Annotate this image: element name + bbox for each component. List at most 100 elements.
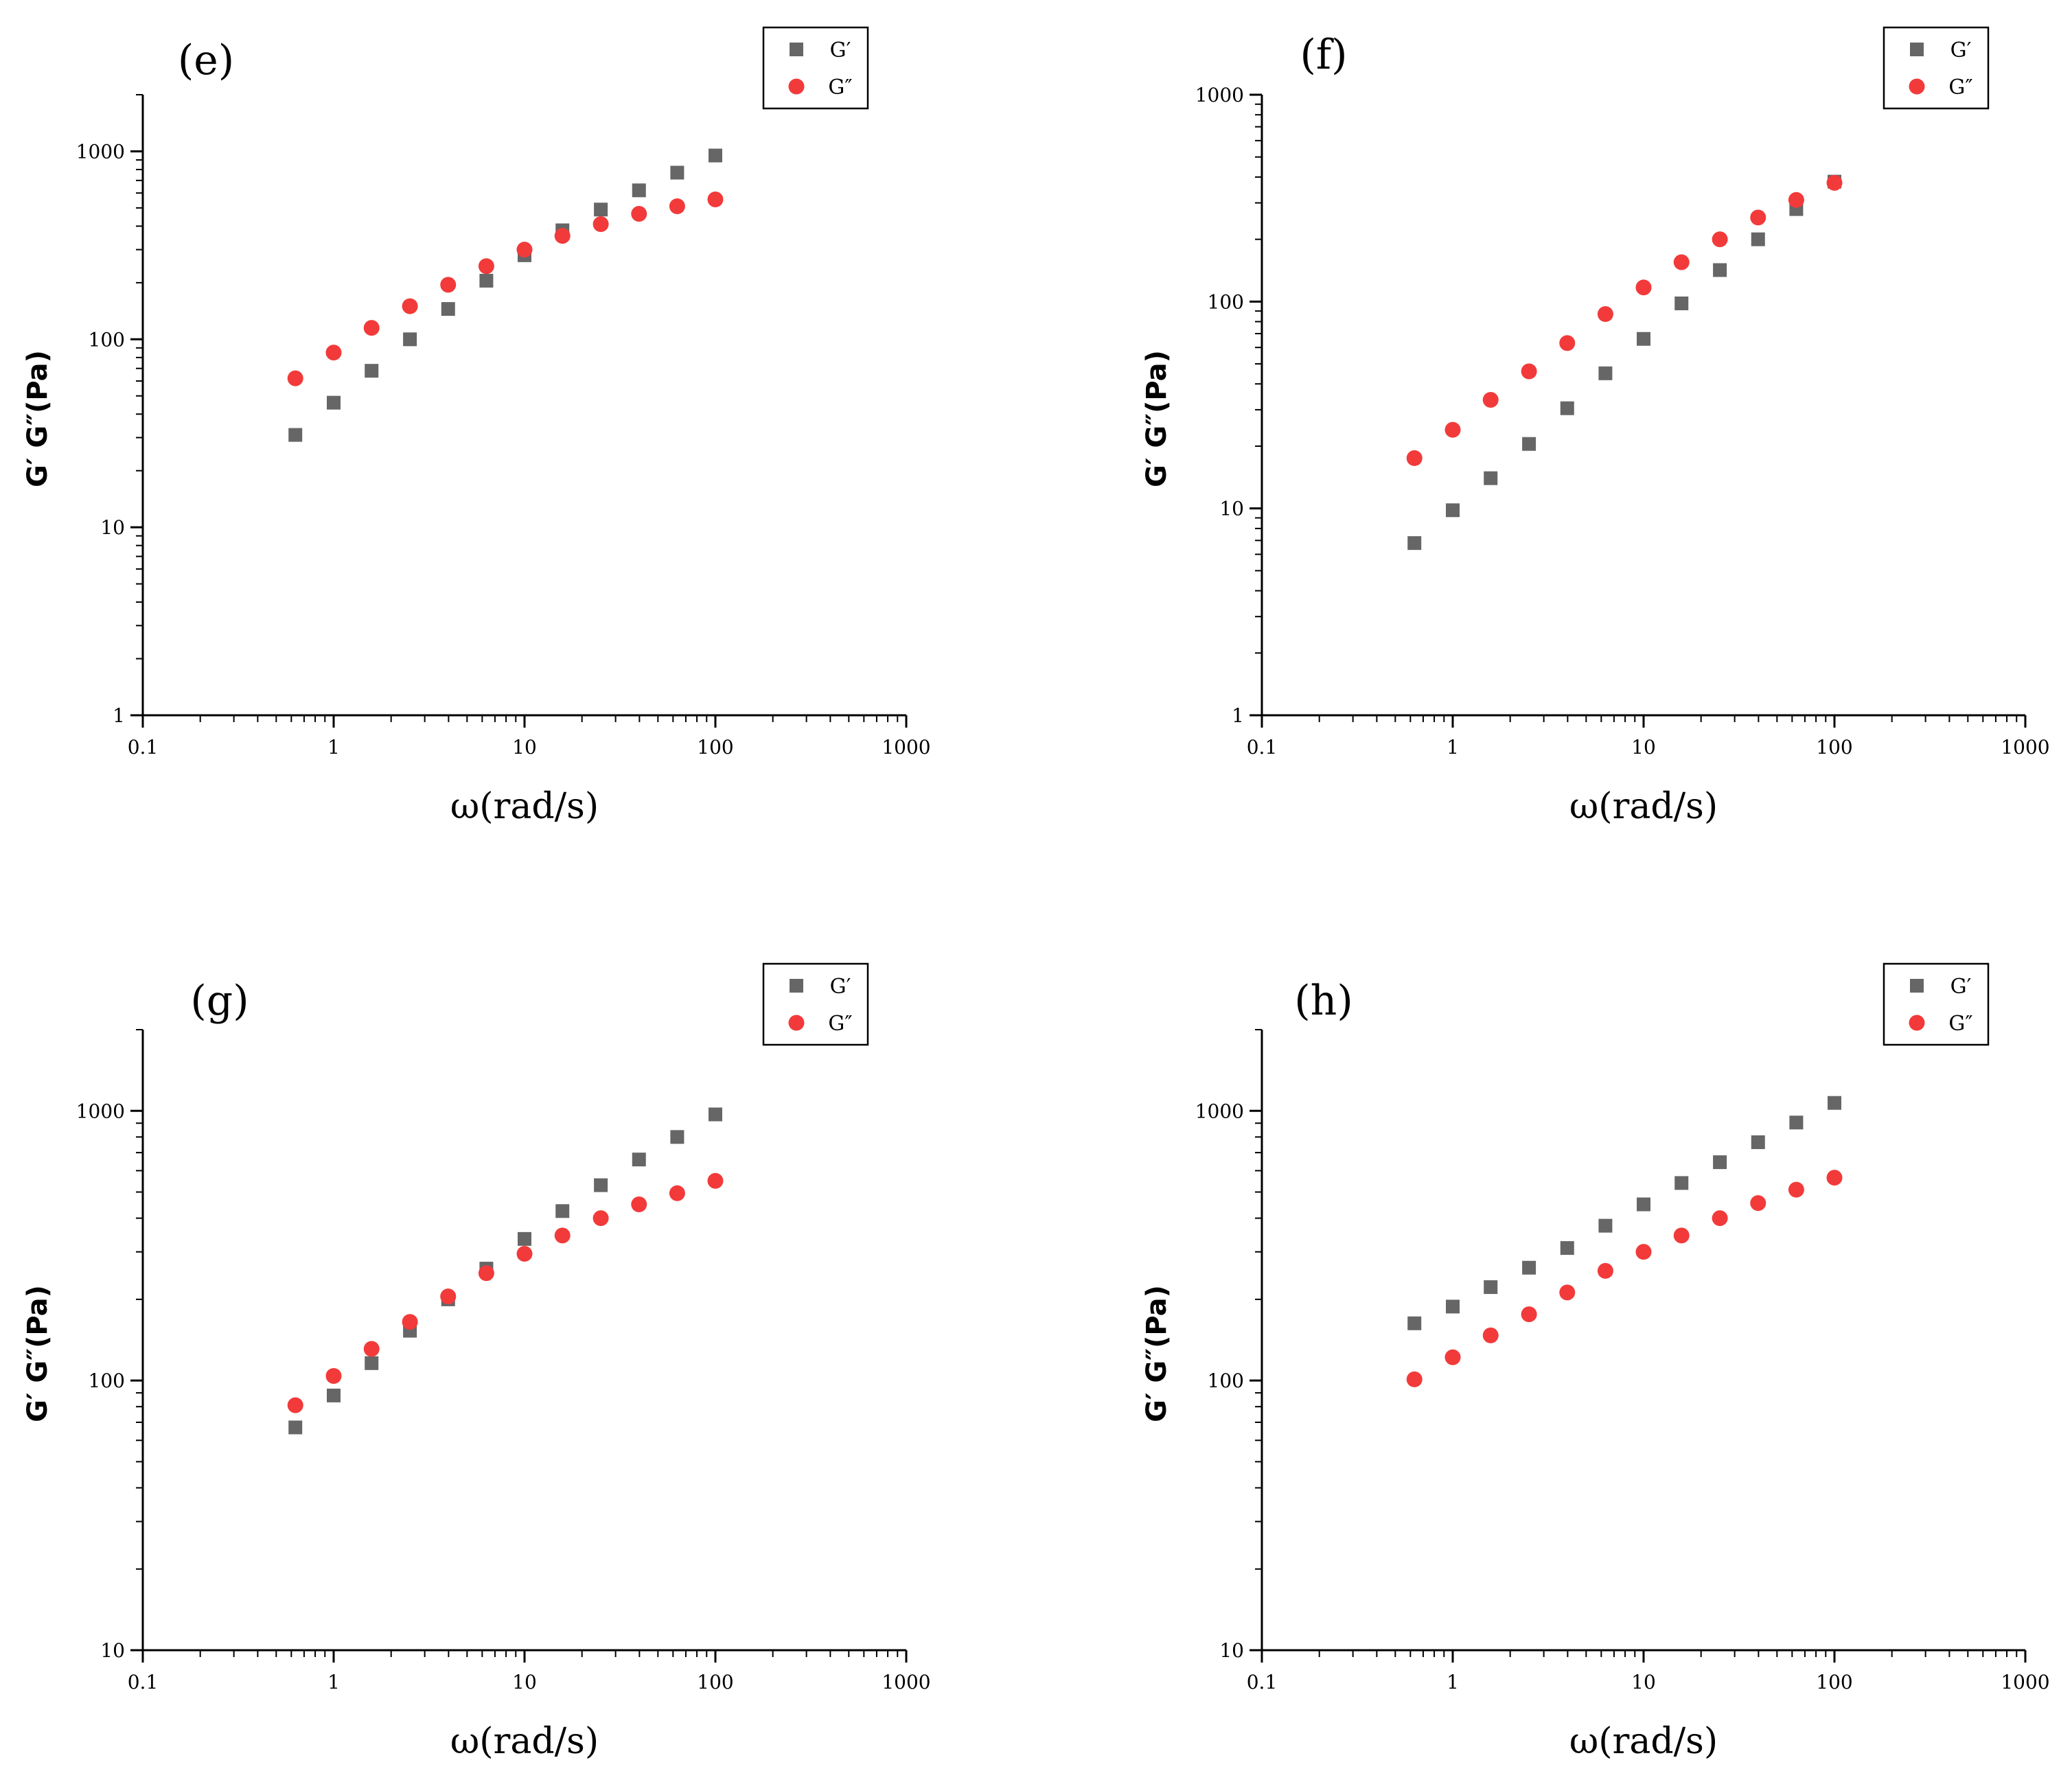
data-point-circle <box>669 1185 685 1201</box>
data-point-square <box>1446 503 1460 518</box>
data-point-circle <box>1826 174 1843 191</box>
legend-marker-circle <box>788 78 805 95</box>
legend-label: G″ <box>1948 76 1972 100</box>
data-point-square <box>1828 1096 1841 1110</box>
x-tick-label: 0.1 <box>128 1671 159 1693</box>
data-point-circle <box>287 1397 303 1413</box>
data-point-circle <box>478 1265 494 1282</box>
data-point-square <box>1484 471 1498 485</box>
data-point-square <box>632 1153 646 1167</box>
legend-box <box>1883 26 1990 110</box>
x-tick-label: 10 <box>512 1671 537 1693</box>
data-point-circle <box>478 258 494 275</box>
legend-marker-circle <box>1909 1015 1925 1031</box>
data-point-circle <box>1788 192 1804 208</box>
data-point-square <box>1674 296 1689 310</box>
x-tick-label: 1000 <box>882 736 930 759</box>
data-point-circle <box>1750 1195 1766 1212</box>
x-axis-label: ω(rad/s) <box>450 786 599 827</box>
y-tick-label: 1 <box>1232 704 1244 727</box>
data-point-square <box>670 1130 684 1144</box>
series-g-double-prime <box>287 1172 724 1413</box>
y-axis-label: G′ G″(Pa) <box>1141 1285 1173 1422</box>
data-point-circle <box>592 1210 609 1227</box>
data-point-circle <box>402 1314 418 1330</box>
data-point-square <box>670 165 684 180</box>
data-point-square <box>403 332 417 347</box>
data-point-square <box>709 148 722 163</box>
data-point-square <box>1560 401 1574 415</box>
legend-box <box>762 962 869 1046</box>
data-point-circle <box>1712 1210 1728 1227</box>
data-point-circle <box>440 277 457 293</box>
x-axis-label: ω(rad/s) <box>1569 786 1718 827</box>
y-tick-label: 1 <box>113 704 125 727</box>
data-point-circle <box>1482 391 1499 408</box>
data-point-circle <box>1559 335 1576 351</box>
data-point-square <box>1446 1299 1460 1314</box>
x-tick-label: 1 <box>327 736 340 759</box>
data-point-square <box>1637 1197 1650 1212</box>
legend-label: G′ <box>830 975 851 999</box>
legend-label: G″ <box>828 1012 852 1036</box>
y-tick-label: 1000 <box>76 1100 125 1122</box>
data-point-square <box>1637 332 1650 346</box>
x-tick-label: 1000 <box>882 1671 930 1693</box>
data-point-circle <box>669 198 685 215</box>
panel-label: (h) <box>1294 977 1352 1025</box>
y-tick-label: 10 <box>1219 1639 1244 1662</box>
data-point-circle <box>592 216 609 232</box>
data-point-circle <box>1673 1227 1690 1244</box>
data-point-circle <box>1597 306 1613 323</box>
x-tick-label: 1 <box>327 1671 340 1693</box>
data-point-square <box>288 1420 303 1435</box>
data-point-circle <box>1444 1349 1461 1365</box>
data-point-square <box>365 1356 379 1370</box>
data-point-square <box>1713 263 1727 277</box>
series-g-prime <box>1407 1096 1841 1330</box>
y-tick-label: 100 <box>1208 290 1244 313</box>
legend: G′ G″ <box>762 962 869 1046</box>
data-point-square <box>1598 366 1613 380</box>
series-g-double-prime <box>1406 1170 1843 1387</box>
x-tick-label: 100 <box>1816 1671 1852 1693</box>
data-point-square <box>709 1107 722 1122</box>
data-point-square <box>1751 232 1765 246</box>
legend-label: G′ <box>1950 975 1972 999</box>
data-point-circle <box>631 206 647 222</box>
x-tick-label: 0.1 <box>128 736 159 759</box>
data-point-circle <box>440 1288 457 1305</box>
panel-label: (g) <box>190 977 249 1025</box>
legend-label: G′ <box>830 38 851 62</box>
data-point-circle <box>1788 1181 1804 1198</box>
legend-marker-square <box>1910 979 1924 993</box>
chart-panel-h: 0.1 1 10 100 1000 10 100 1000 ω(rad/s) G′ G″(Pa) (… <box>1141 962 2050 1762</box>
data-point-square <box>365 364 379 378</box>
x-tick-label: 10 <box>1631 736 1656 759</box>
legend-box <box>762 26 869 110</box>
legend-marker-circle <box>788 1015 805 1031</box>
data-point-square <box>594 202 608 217</box>
data-point-circle <box>707 191 724 207</box>
series-g-prime <box>288 1107 722 1435</box>
legend-label: G′ <box>1950 38 1972 62</box>
data-point-square <box>1407 536 1422 551</box>
data-point-square <box>594 1178 608 1192</box>
chart-panel-g: 0.1 1 10 100 1000 10 100 1000 ω(rad/s) G′ G″(Pa) (… <box>22 962 931 1762</box>
data-point-circle <box>1406 1371 1423 1387</box>
legend-marker-circle <box>1909 78 1925 95</box>
data-point-square <box>1522 437 1536 451</box>
data-point-circle <box>631 1196 647 1213</box>
legend-box <box>1883 962 1990 1046</box>
data-point-square <box>1522 1260 1536 1275</box>
x-tick-label: 10 <box>1631 1671 1656 1693</box>
data-point-square <box>1560 1241 1574 1256</box>
legend-marker-square <box>1910 43 1924 56</box>
x-tick-label: 1 <box>1447 736 1459 759</box>
y-tick-label: 100 <box>89 328 125 351</box>
data-point-square <box>327 1388 341 1402</box>
data-point-circle <box>1750 209 1766 226</box>
legend-marker-square <box>790 979 803 993</box>
data-point-circle <box>1635 279 1652 296</box>
